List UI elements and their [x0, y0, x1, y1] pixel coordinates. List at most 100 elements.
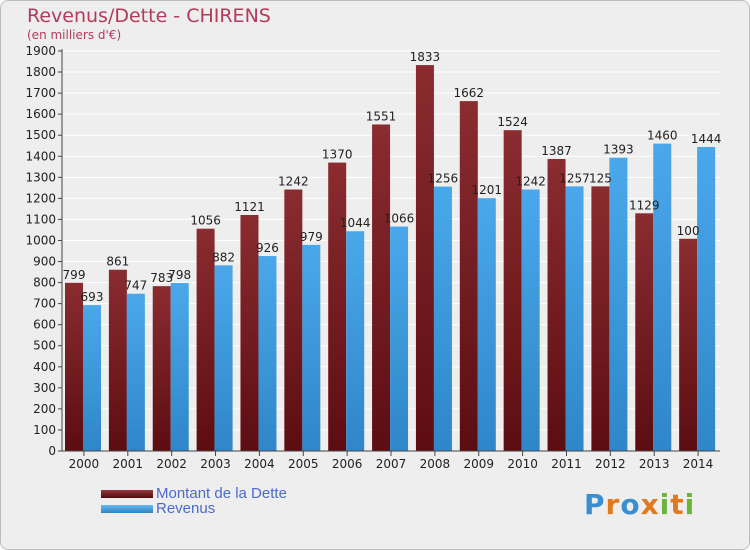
bar-dette [547, 159, 566, 451]
chart-subtitle: (en milliers d'€) [27, 28, 122, 42]
bars [65, 65, 716, 452]
y-tick-label: 1400 [25, 149, 56, 163]
bar-dette [284, 189, 303, 452]
legend-swatch-revenus [101, 505, 153, 513]
y-tick-label: 700 [33, 297, 56, 311]
x-tick-label: 2004 [244, 457, 275, 471]
y-tick-label: 1500 [25, 128, 56, 142]
data-label-dette: 1242 [278, 175, 309, 189]
bar-revenus [346, 231, 365, 451]
brand-logo: Proxiti [584, 488, 696, 521]
data-label-revenus: 1257 [559, 171, 590, 185]
x-tick-label: 2002 [156, 457, 187, 471]
bar-dette [108, 269, 127, 451]
bar-revenus [477, 198, 496, 451]
y-tick-label: 100 [33, 423, 56, 437]
bar-revenus [653, 143, 672, 451]
bar-revenus [302, 244, 321, 451]
data-label-dette: 100 [677, 224, 700, 238]
y-tick-label: 1800 [25, 65, 56, 79]
data-label-dette: 1129 [629, 198, 660, 212]
data-label-revenus: 747 [124, 279, 147, 293]
data-label-revenus: 1201 [472, 183, 503, 197]
x-tick-label: 2005 [288, 457, 319, 471]
x-tick-label: 2000 [69, 457, 100, 471]
bar-dette [591, 186, 610, 452]
x-tick-label: 2008 [420, 457, 451, 471]
chart-title: Revenus/Dette - CHIRENS [27, 5, 271, 27]
bar-dette [415, 65, 434, 452]
data-label-dette: 783 [150, 271, 173, 285]
legend-label-dette: Montant de la Dette [156, 485, 287, 502]
data-label-revenus: 1256 [428, 172, 459, 186]
legend-label-revenus: Revenus [156, 500, 216, 517]
y-tick-label: 1900 [25, 44, 56, 58]
data-label-dette: 125 [589, 171, 612, 185]
y-tick-label: 900 [33, 255, 56, 269]
bar-revenus [609, 157, 628, 451]
data-label-revenus: 926 [256, 241, 279, 255]
y-tick-label: 1700 [25, 86, 56, 100]
bar-revenus [214, 265, 233, 451]
data-label-dette: 1056 [190, 214, 221, 228]
bar-revenus [697, 147, 716, 451]
data-label-dette: 1662 [454, 86, 485, 100]
bar-revenus [390, 226, 409, 451]
x-tick-label: 2011 [551, 457, 582, 471]
data-label-revenus: 882 [212, 250, 235, 264]
x-tick-label: 2014 [683, 457, 714, 471]
y-tick-label: 1000 [25, 233, 56, 247]
bar-dette [328, 162, 347, 451]
bar-dette [65, 282, 83, 451]
data-label-dette: 1524 [497, 115, 528, 129]
bar-revenus [258, 256, 277, 451]
x-tick-label: 2006 [332, 457, 363, 471]
bar-dette [196, 228, 215, 451]
data-label-dette: 861 [106, 255, 129, 269]
x-tick-label: 2001 [113, 457, 144, 471]
x-tick-label: 2013 [639, 457, 670, 471]
data-label-dette: 1387 [541, 144, 572, 158]
data-label-revenus: 1242 [515, 175, 546, 189]
bar-revenus [433, 186, 452, 451]
bar-revenus [83, 305, 101, 451]
bar-revenus [565, 186, 584, 452]
data-label-revenus: 693 [81, 290, 104, 304]
data-label-dette: 1833 [410, 50, 441, 64]
y-tick-label: 600 [33, 318, 56, 332]
y-tick-label: 200 [33, 402, 56, 416]
data-label-dette: 799 [63, 268, 86, 282]
y-tick-label: 800 [33, 276, 56, 290]
bar-dette [503, 130, 522, 451]
data-label-revenus: 1044 [340, 216, 371, 230]
data-label-revenus: 1444 [691, 132, 722, 146]
data-label-dette: 1370 [322, 148, 353, 162]
bar-dette [679, 238, 698, 451]
bar-dette [152, 286, 171, 451]
x-axis-ticks: 2000 2001 2002 2003 2004 2005 2006 2007 2008 2009… [69, 451, 714, 471]
y-tick-label: 1100 [25, 212, 56, 226]
y-tick-label: 0 [48, 444, 56, 458]
data-label-revenus: 979 [300, 230, 323, 244]
data-label-dette: 1551 [366, 109, 397, 123]
y-tick-label: 1300 [25, 170, 56, 184]
y-tick-label: 300 [33, 381, 56, 395]
bar-dette [635, 213, 654, 451]
x-tick-label: 2010 [507, 457, 538, 471]
x-tick-label: 2009 [463, 457, 494, 471]
y-tick-label: 1200 [25, 191, 56, 205]
y-tick-label: 400 [33, 360, 56, 374]
x-tick-label: 2003 [200, 457, 231, 471]
data-label-revenus: 798 [168, 268, 191, 282]
bar-revenus [170, 283, 189, 451]
bar-dette [459, 101, 478, 452]
bar-dette [240, 215, 259, 451]
data-label-revenus: 1460 [647, 129, 678, 143]
bar-revenus [521, 189, 540, 452]
y-tick-label: 1600 [25, 107, 56, 121]
x-tick-label: 2007 [376, 457, 407, 471]
y-tick-label: 500 [33, 339, 56, 353]
